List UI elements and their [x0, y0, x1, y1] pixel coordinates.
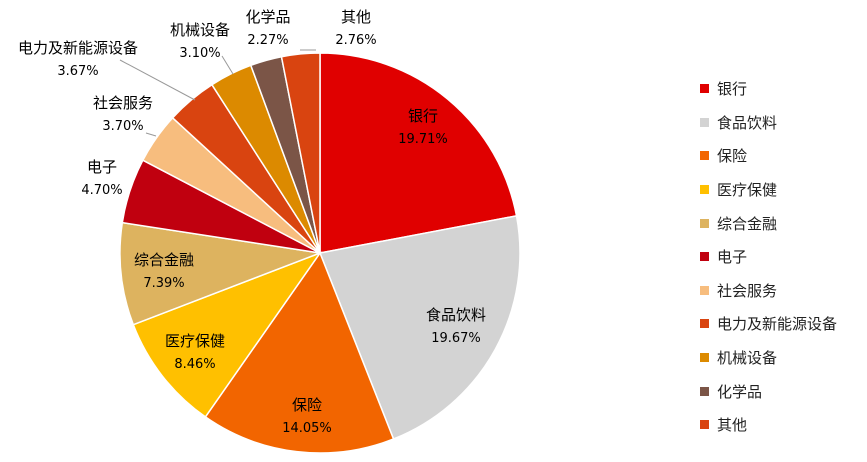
slice-category-label: 电子 [87, 158, 117, 176]
slice-value-label: 4.70% [81, 183, 122, 198]
legend-swatch [700, 252, 709, 262]
legend-label: 综合金融 [717, 214, 778, 233]
legend-item: 保险 [700, 139, 837, 173]
legend-label: 电力及新能源设备 [717, 315, 838, 334]
pie-slice-1 [318, 214, 521, 440]
legend-swatch [700, 420, 709, 430]
legend-item: 其他 [700, 408, 837, 442]
slice-category-label: 银行 [408, 107, 438, 125]
slice-value-label: 19.71% [398, 132, 448, 147]
pie-slice-4 [119, 221, 323, 326]
legend-label: 电子 [717, 248, 748, 267]
leader-line-7 [119, 59, 196, 101]
legend-swatch [700, 84, 709, 94]
legend-label: 医疗保健 [717, 181, 778, 200]
legend: 银行食品饮料保险医疗保健综合金融电子社会服务电力及新能源设备 机械设备化学品其他 [700, 72, 837, 442]
legend-item: 社会服务 [700, 274, 837, 308]
legend-label: 食品饮料 [717, 113, 778, 132]
slice-value-label: 2.76% [335, 33, 376, 48]
pie-slice-0 [319, 52, 518, 254]
legend-label: 其他 [717, 416, 748, 435]
legend-swatch [700, 117, 709, 127]
slice-category-label: 综合金融 [134, 251, 194, 269]
pie-slice-3 [132, 251, 323, 418]
slice-category-label: 社会服务 [93, 94, 153, 112]
leader-line-6 [145, 132, 157, 137]
legend-item: 化学品 [700, 374, 837, 408]
legend-item: 综合金融 [700, 206, 837, 240]
legend-item: 医疗保健 [700, 173, 837, 207]
legend-swatch [700, 353, 709, 363]
legend-label: 机械设备 [717, 349, 778, 368]
legend-item: 食品饮料 [700, 106, 837, 140]
legend-swatch [700, 319, 709, 329]
legend-item: 电力及新能源设备 [700, 307, 837, 341]
legend-item: 银行 [700, 72, 837, 106]
legend-swatch [700, 218, 709, 228]
slice-category-label: 电力及新能源设备 [18, 39, 138, 57]
slice-value-label: 14.05% [282, 421, 332, 436]
legend-label: 保险 [717, 147, 748, 166]
slice-category-label: 化学品 [245, 8, 290, 26]
leader-lines [119, 49, 316, 137]
slice-value-label: 2.27% [247, 33, 288, 48]
slice-value-label: 3.67% [57, 64, 98, 79]
legend-swatch [700, 285, 709, 295]
legend-swatch [700, 185, 709, 195]
pie-slice-2 [204, 251, 395, 454]
legend-swatch [700, 151, 709, 161]
legend-label: 银行 [717, 80, 748, 99]
legend-swatch [700, 386, 709, 396]
leader-line-8 [221, 55, 234, 75]
slice-value-label: 7.39% [143, 276, 184, 291]
slice-labels: 银行 19.71% 食品饮料 19.67% 保险 14.05% 医疗保健 8.46% 综合金融 7… [18, 8, 486, 436]
pie-slice-10 [280, 52, 321, 254]
slice-category-label: 其他 [341, 8, 371, 26]
legend-item: 电子 [700, 240, 837, 274]
slice-category-label: 医疗保健 [165, 332, 225, 350]
slice-value-label: 19.67% [431, 331, 481, 346]
pie-slices [119, 52, 521, 454]
legend-label: 社会服务 [717, 281, 778, 300]
slice-value-label: 8.46% [174, 357, 215, 372]
slice-category-label: 保险 [292, 396, 322, 414]
slice-category-label: 食品饮料 [426, 306, 486, 324]
slice-category-label: 机械设备 [170, 21, 230, 39]
slice-value-label: 3.10% [179, 46, 220, 61]
legend-item: 机械设备 [700, 341, 837, 375]
legend-label: 化学品 [717, 382, 763, 401]
slice-value-label: 3.70% [102, 119, 143, 134]
